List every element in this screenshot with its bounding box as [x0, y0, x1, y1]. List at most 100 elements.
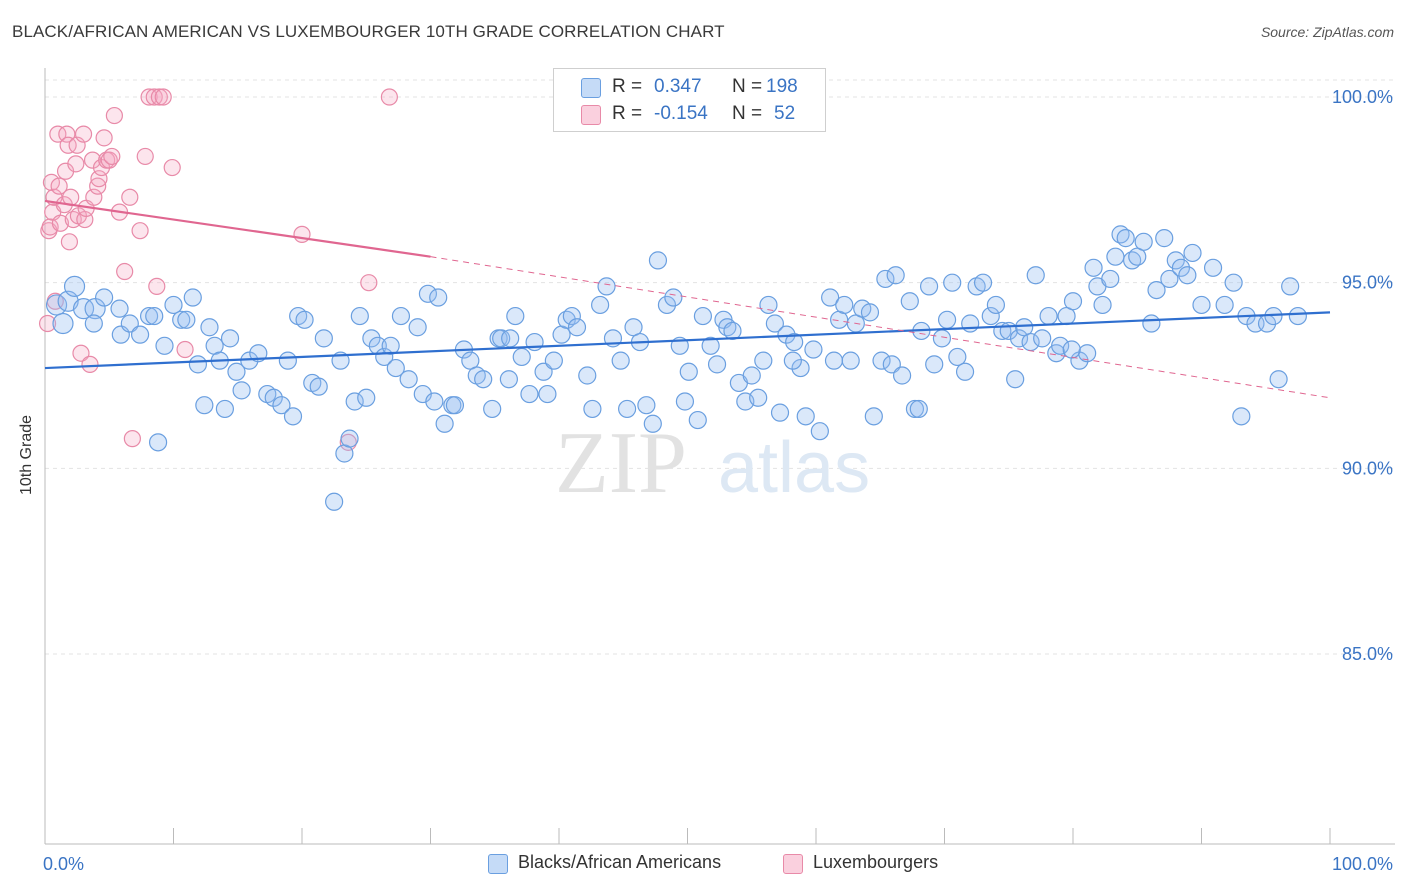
luxembourger-point — [121, 188, 139, 206]
black-african-american-point — [1147, 280, 1166, 300]
black-african-american-point — [1033, 329, 1052, 348]
black-african-american-point — [534, 362, 553, 381]
black-african-american-point — [391, 306, 411, 326]
legend-n-label: N = — [732, 76, 763, 97]
luxembourger-point — [176, 340, 194, 359]
luxembourger-point — [41, 218, 59, 236]
black-african-american-point — [325, 492, 344, 511]
black-african-american-point — [1106, 247, 1125, 266]
black-african-american-point — [583, 399, 602, 419]
axes-layer — [44, 68, 1395, 845]
black-african-american-point — [643, 414, 662, 433]
bottom-legend-swatch-pink — [783, 854, 803, 874]
luxembourger-point — [85, 188, 103, 206]
pink-trend-extension — [430, 256, 1331, 399]
black-african-american-point — [1051, 336, 1070, 355]
black-african-american-point — [611, 351, 630, 370]
luxembourger-point — [74, 125, 93, 143]
black-african-american-point — [506, 306, 525, 326]
black-african-american-point — [474, 370, 493, 389]
black-african-american-point — [139, 306, 159, 326]
black-african-american-point — [1192, 295, 1211, 315]
black-african-american-point — [810, 422, 829, 441]
black-african-american-point — [759, 295, 778, 315]
black-african-american-point — [864, 407, 883, 426]
luxembourger-point — [123, 430, 141, 448]
black-african-american-point — [707, 355, 727, 374]
black-african-american-point — [95, 288, 114, 307]
legend-swatch-blue — [581, 78, 601, 98]
black-african-american-point — [52, 312, 74, 335]
black-african-american-point — [1288, 306, 1307, 326]
y-tick-label: 100.0% — [1332, 87, 1393, 107]
luxembourger-point — [49, 125, 67, 143]
black-african-american-point — [892, 366, 912, 385]
black-african-american-point — [399, 370, 418, 389]
black-african-american-point — [657, 295, 677, 315]
black-african-american-point — [1078, 344, 1097, 363]
black-african-american-point — [876, 269, 895, 289]
black-african-american-point — [701, 336, 720, 355]
black-african-american-point — [567, 318, 587, 337]
luxembourger-point — [90, 170, 108, 188]
black-african-american-point — [925, 355, 944, 374]
black-african-american-point — [981, 306, 1000, 326]
black-african-american-point — [345, 392, 364, 411]
black-african-american-point — [765, 314, 784, 333]
y-tick-label: 90.0% — [1342, 458, 1393, 478]
black-african-american-point — [278, 351, 297, 370]
black-african-american-point — [675, 392, 695, 411]
black-african-american-point — [919, 277, 939, 296]
bottom-legend-label: Luxembourgers — [813, 852, 939, 872]
luxembourger-point — [50, 177, 68, 195]
black-african-american-point — [932, 329, 952, 348]
black-african-american-point — [785, 332, 804, 352]
black-african-american-point — [1142, 314, 1161, 333]
black-african-american-point — [664, 288, 683, 307]
black-african-american-point — [283, 407, 303, 426]
black-african-american-point — [841, 351, 860, 370]
black-african-american-point — [435, 414, 454, 433]
black-african-american-point — [723, 321, 742, 341]
black-african-american-point — [249, 344, 268, 363]
black-african-american-point — [1026, 266, 1045, 285]
black-african-american-point — [637, 396, 656, 415]
black-african-american-point — [824, 351, 844, 370]
black-african-american-point — [1183, 243, 1202, 263]
legend-row-luxembourgers: R = -0.154 N = 52 — [554, 100, 825, 128]
trend-lines — [44, 199, 1331, 399]
black-african-american-point — [386, 358, 405, 378]
black-african-american-point — [295, 310, 314, 329]
black-african-american-point — [1155, 229, 1174, 248]
watermark-atlas: atlas — [718, 428, 870, 508]
legend-r-label: R = — [612, 103, 643, 124]
black-african-american-point — [948, 347, 967, 367]
black-african-american-point — [148, 433, 168, 452]
black-african-american-point — [340, 429, 359, 448]
black-african-american-point — [562, 306, 581, 326]
luxembourger-point — [59, 136, 77, 154]
x-tick-label: 0.0% — [43, 854, 84, 874]
luxembourger-point — [380, 88, 398, 106]
black-african-american-point — [72, 298, 95, 320]
black-african-american-point — [445, 396, 465, 415]
black-african-american-point — [200, 318, 219, 337]
luxembourger-point — [145, 88, 163, 106]
black-african-american-point — [1062, 340, 1081, 359]
black-african-american-point — [1093, 295, 1112, 315]
black-african-american-point — [350, 306, 369, 326]
black-african-american-point — [1006, 370, 1025, 389]
luxembourger-point — [60, 233, 79, 251]
black-african-american-point — [679, 362, 698, 381]
black-african-american-point — [943, 273, 962, 292]
black-african-american-point — [961, 314, 980, 333]
black-african-american-point — [1116, 229, 1135, 248]
black-african-american-point — [1215, 295, 1234, 315]
luxembourger-point — [67, 155, 85, 173]
black-african-american-point — [1063, 292, 1083, 311]
black-african-american-point — [1178, 266, 1197, 285]
luxembourger-point — [136, 147, 154, 166]
black-african-american-point — [749, 388, 768, 407]
black-african-american-point — [796, 407, 815, 426]
